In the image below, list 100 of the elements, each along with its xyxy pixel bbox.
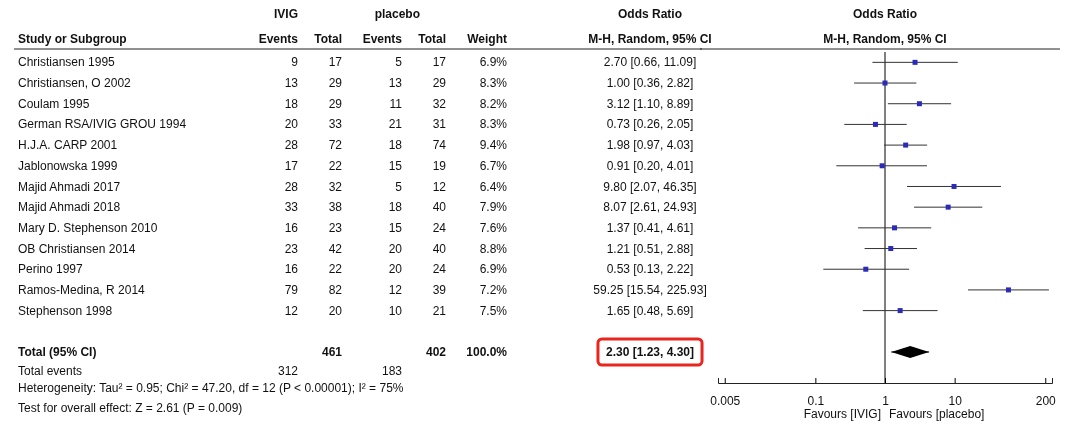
data-label: 22 [328,262,343,277]
data-label: 1.00 [0.36, 2.82] [606,76,694,90]
data-label: 24 [432,262,447,277]
data-label: 21 [432,303,447,318]
data-label: 7.9% [479,200,508,215]
data-label: 32 [432,96,447,111]
data-label: 461 [321,345,343,359]
data-label: 33 [284,200,299,215]
text: M-H, Random, 95% CI [588,32,712,46]
data-label: 12 [432,179,447,194]
data-label: 13 [284,76,299,90]
x-tick-label: 10 [948,394,963,409]
data-label: 6.9% [479,55,508,70]
data-label: 8.07 [2.61, 24.93] [603,200,697,215]
data-label: 8.8% [479,241,508,256]
text: Favours [placebo] [889,407,985,421]
category-label: Mary D. Stephenson 2010 [18,220,158,235]
data-label: 29 [328,96,343,111]
category-label: Stephenson 1998 [18,303,113,318]
category-label: German RSA/IVIG GROU 1994 [18,117,187,132]
category-label: Ramos-Medina, R 2014 [18,283,146,297]
data-label: 31 [432,117,447,132]
category-label: Perino 1997 [18,262,84,277]
data-label: 183 [381,364,403,378]
data-label: 79 [284,283,299,297]
data-label: 23 [328,220,343,235]
text: Test for overall effect: Z = 2.61 (P = 0.009) [18,401,243,415]
data-label: 38 [328,200,343,215]
data-label: 312 [277,364,299,378]
data-label: 0.91 [0.20, 4.01] [606,158,694,173]
data-label: 100.0% [466,345,508,359]
data-label: 72 [328,138,343,153]
data-label: 6.4% [479,179,508,194]
data-label: 21 [388,117,403,132]
category-label: Majid Ahmadi 2018 [18,200,121,215]
data-label: 74 [432,138,447,153]
x-tick-label: 200 [1035,394,1057,409]
data-label: 28 [284,179,299,194]
text: Events [258,32,299,46]
data-label: 3.12 [1.10, 8.89] [606,96,694,111]
data-label: 9 [291,55,299,70]
data-label: 19 [432,158,447,173]
text: Odds Ratio [617,7,683,21]
text: Heterogeneity: Tau² = 0.95; Chi² = 47.20, df = 12 (P < 0.00001); I² = 75% [18,381,404,395]
category-label: Christiansen, O 2002 [18,76,132,90]
data-label: 15 [388,158,403,173]
data-label: 24 [432,220,447,235]
category-label: Total (95% CI) [18,345,97,359]
chart-title: Odds Ratio [852,7,918,21]
data-label: 33 [328,117,343,132]
x-tick-label: 0.1 [807,394,825,409]
data-label: 1.21 [0.51, 2.88] [606,241,694,256]
data-label: 6.7% [479,158,508,173]
data-label: 12 [388,283,403,297]
data-label: 40 [432,241,447,256]
data-label: 5 [395,55,403,70]
category-label: Jablonowska 1999 [18,158,118,173]
text: Total [314,32,342,46]
data-label: 15 [388,220,403,235]
data-label: 12 [284,303,299,318]
data-label: 17 [432,55,447,70]
data-label: 17 [284,158,299,173]
data-label: 2.30 [1.23, 4.30] [605,345,695,359]
text: Favours [IVIG] [803,407,881,421]
text: IVIG [273,7,298,21]
data-label: 2.70 [0.66, 11.09] [603,55,697,70]
data-label: 1.98 [0.97, 4.03] [606,138,694,153]
chart-subtitle: M-H, Random, 95% CI [823,32,947,46]
data-label: 7.6% [479,220,508,235]
data-label: 42 [328,241,343,256]
data-label: 7.2% [479,283,508,297]
data-label: 22 [328,158,343,173]
text: Weight [467,32,507,46]
data-label: 1.65 [0.48, 5.69] [606,303,694,318]
data-label: 1.37 [0.41, 4.61] [606,220,694,235]
data-label: 28 [284,138,299,153]
data-label: 5 [395,179,403,194]
x-tick-label: 0.005 [710,394,741,409]
data-label: 10 [388,303,403,318]
data-label: 29 [328,76,343,90]
data-label: 8.3% [479,117,508,132]
data-label: 8.3% [479,76,508,90]
category-label: OB Christiansen 2014 [18,241,136,256]
data-label: 0.53 [0.13, 2.22] [606,262,694,277]
data-label: 18 [284,96,299,111]
x-tick-label: 1 [882,394,890,409]
text: Events [362,32,403,46]
data-label: 402 [425,345,447,359]
data-label: 18 [388,200,403,215]
data-label: 9.80 [2.07, 46.35] [603,179,697,194]
data-label: 16 [284,262,299,277]
data-label: 16 [284,220,299,235]
data-label: 23 [284,241,299,256]
data-label: 32 [328,179,343,194]
text: Study or Subgroup [18,32,127,46]
category-label: Majid Ahmadi 2017 [18,179,121,194]
text: placebo [374,7,420,21]
data-label: 8.2% [479,96,508,111]
data-label: 6.9% [479,262,508,277]
data-label: 17 [328,55,343,70]
